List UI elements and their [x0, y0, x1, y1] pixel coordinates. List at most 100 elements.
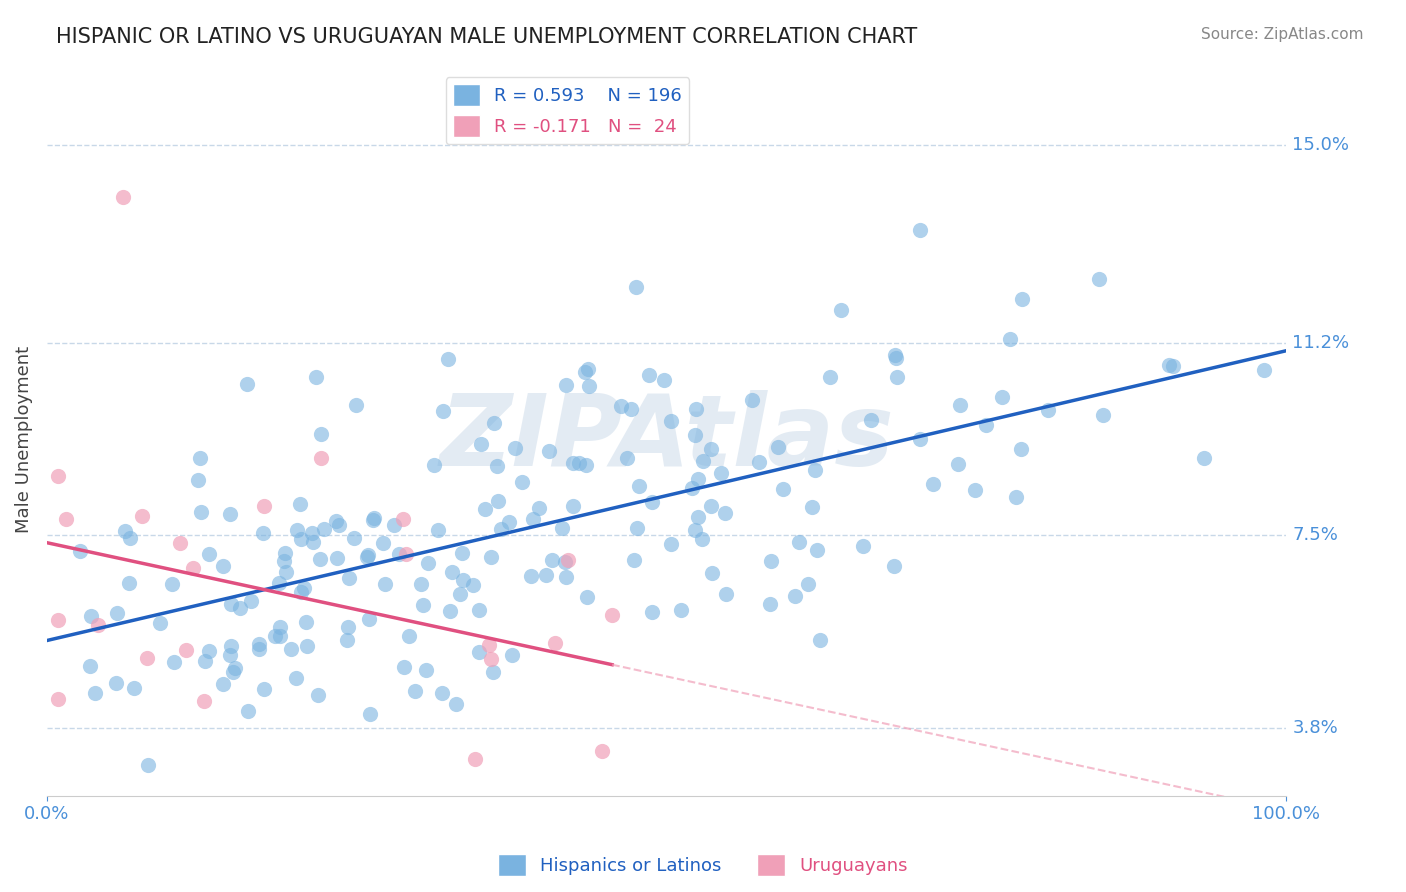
- Point: [437, 351, 460, 366]
- Point: [162, 655, 184, 669]
- Point: [160, 577, 183, 591]
- Point: [253, 681, 276, 696]
- Point: [288, 497, 311, 511]
- Point: [478, 639, 501, 653]
- Point: [404, 684, 426, 698]
- Point: [626, 521, 648, 535]
- Point: [803, 463, 825, 477]
- Point: [641, 605, 664, 619]
- Point: [661, 537, 683, 551]
- Point: [578, 379, 600, 393]
- Point: [624, 280, 647, 294]
- Point: [188, 450, 211, 465]
- Point: [240, 593, 263, 607]
- Point: [537, 444, 560, 458]
- Point: [591, 744, 613, 758]
- Point: [806, 542, 828, 557]
- Point: [561, 500, 583, 514]
- Point: [194, 654, 217, 668]
- Point: [388, 547, 411, 561]
- Point: [273, 554, 295, 568]
- Point: [600, 607, 623, 622]
- Point: [451, 546, 474, 560]
- Point: [280, 642, 302, 657]
- Point: [79, 658, 101, 673]
- Point: [818, 369, 841, 384]
- Point: [1092, 408, 1115, 422]
- Point: [357, 548, 380, 562]
- Text: 3.8%: 3.8%: [1292, 719, 1339, 737]
- Point: [325, 515, 347, 529]
- Point: [343, 855, 366, 870]
- Point: [122, 681, 145, 696]
- Point: [55, 512, 77, 526]
- Point: [623, 553, 645, 567]
- Point: [373, 535, 395, 549]
- Legend: R = 0.593    N = 196, R = -0.171   N =  24: R = 0.593 N = 196, R = -0.171 N = 24: [446, 77, 689, 145]
- Point: [309, 427, 332, 442]
- Point: [522, 512, 544, 526]
- Point: [295, 639, 318, 653]
- Point: [263, 629, 285, 643]
- Point: [440, 565, 463, 579]
- Point: [253, 500, 276, 514]
- Point: [83, 686, 105, 700]
- Point: [616, 451, 638, 466]
- Point: [337, 571, 360, 585]
- Point: [886, 351, 908, 366]
- Point: [361, 512, 384, 526]
- Point: [974, 418, 997, 433]
- Point: [669, 603, 692, 617]
- Point: [409, 577, 432, 591]
- Point: [292, 582, 315, 596]
- Point: [576, 590, 599, 604]
- Point: [229, 601, 252, 615]
- Point: [276, 565, 298, 579]
- Point: [285, 523, 308, 537]
- Point: [700, 499, 723, 513]
- Point: [112, 190, 135, 204]
- Point: [681, 481, 703, 495]
- Point: [886, 370, 908, 384]
- Point: [453, 573, 475, 587]
- Point: [312, 522, 335, 536]
- Point: [470, 437, 492, 451]
- Point: [328, 518, 350, 533]
- Point: [859, 413, 882, 427]
- Point: [551, 521, 574, 535]
- Point: [683, 523, 706, 537]
- Point: [181, 561, 204, 575]
- Point: [659, 414, 682, 428]
- Point: [741, 392, 763, 407]
- Point: [69, 544, 91, 558]
- Point: [1192, 450, 1215, 465]
- Point: [557, 553, 579, 567]
- Point: [1010, 442, 1032, 456]
- Point: [479, 651, 502, 665]
- Legend: Hispanics or Latinos, Uruguayans: Hispanics or Latinos, Uruguayans: [491, 847, 915, 883]
- Point: [716, 587, 738, 601]
- Point: [187, 473, 209, 487]
- Point: [555, 377, 578, 392]
- Point: [359, 706, 381, 721]
- Point: [392, 660, 415, 674]
- Point: [949, 398, 972, 412]
- Point: [910, 433, 932, 447]
- Point: [305, 369, 328, 384]
- Y-axis label: Male Unemployment: Male Unemployment: [15, 345, 32, 533]
- Point: [568, 456, 591, 470]
- Point: [640, 495, 662, 509]
- Point: [491, 522, 513, 536]
- Point: [610, 399, 633, 413]
- Point: [118, 531, 141, 545]
- Text: HISPANIC OR LATINO VS URUGUAYAN MALE UNEMPLOYMENT CORRELATION CHART: HISPANIC OR LATINO VS URUGUAYAN MALE UNE…: [56, 27, 918, 46]
- Point: [357, 612, 380, 626]
- Point: [852, 539, 875, 553]
- Point: [46, 613, 69, 627]
- Point: [247, 637, 270, 651]
- Point: [252, 525, 274, 540]
- Point: [714, 506, 737, 520]
- Point: [1088, 272, 1111, 286]
- Point: [685, 402, 707, 417]
- Point: [219, 597, 242, 611]
